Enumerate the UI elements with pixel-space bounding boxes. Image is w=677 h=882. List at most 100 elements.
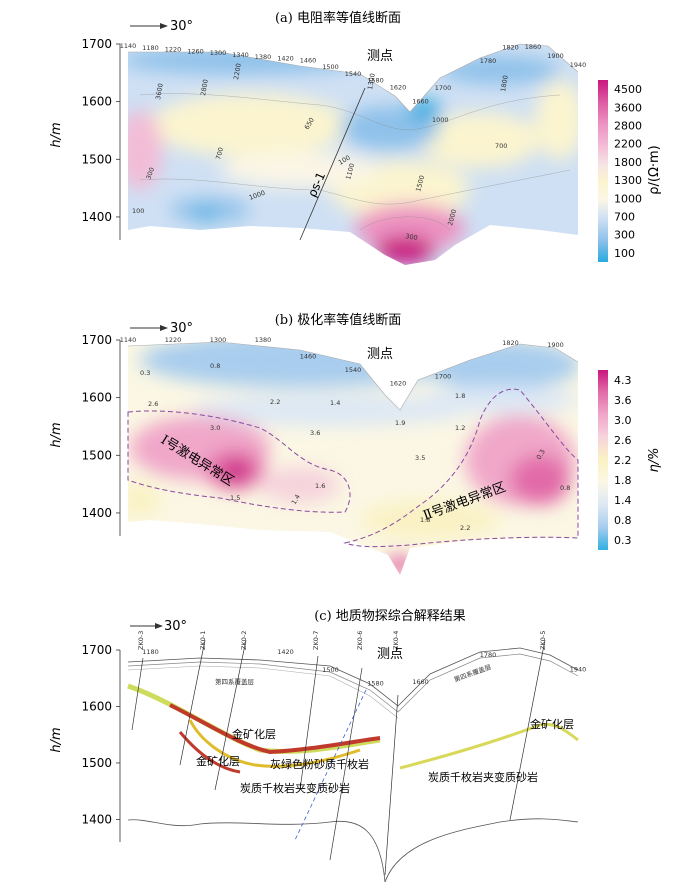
surface-line [127,647,579,707]
colorbar-tick-label: 1300 [614,174,642,187]
ore-layer-yellow-2 [188,719,361,768]
orientation-label: 30° [170,19,193,34]
colorbar-tick-label: 1.4 [614,494,632,507]
contour-label: 1.8 [420,516,430,524]
station-label: 测点 [367,49,393,64]
station-tick-label: 1540 [345,366,362,374]
station-tick-label: 1660 [412,98,429,106]
panel-c-title: (c) 地质物探综合解释结果 [314,609,466,624]
colorbar-labels: 4.3 3.6 3.0 2.6 2.2 1.8 1.4 0.8 0.3 [614,374,632,547]
y-tick-label: 1500 [81,448,112,462]
contour-label: 1300 [366,73,377,91]
station-tick-label: 1140 [120,336,137,344]
bottom-boundary [127,819,386,882]
colorbar-tick-label: 3.0 [614,414,632,427]
rock-label-3: 炭质千枚岩夹变质砂岩 [428,770,538,784]
colorbar-tick-label: 300 [614,229,635,242]
interpretation-panel: (c) 地质物探综合解释结果 30° ZK0-3 ZK0-1 ZK0-2 ZK0-7 Z… [0,600,677,882]
y-tick-label: 1700 [81,643,112,657]
rock-label-2: 炭质千枚岩夹变质砂岩 [240,781,350,795]
contour-label: 1.2 [455,424,465,432]
station-tick-label: 1660 [412,678,429,686]
colorbar-tick-label: 2.2 [614,454,632,467]
contour-label: 0.3 [140,369,150,377]
orientation-label: 30° [164,619,187,634]
station-tick-label: 1540 [345,70,362,78]
station-tick-label: 1180 [142,648,159,656]
station-tick-label: 1820 [502,44,519,52]
y-tick-label: 1600 [81,391,112,405]
y-tick-label: 1600 [81,699,112,713]
polarizability-panel: (b) 极化率等值线断面 30° Ⅰ号激电异常区 Ⅱ号激电异常区 测点 1140… [0,300,677,600]
north-arrow: 30° [130,321,193,336]
colorbar-tick-label: 2200 [614,138,642,151]
ore-label-2: 金矿化层 [196,754,240,768]
colorbar-tick-label: 1000 [614,192,642,205]
contour-label: 2.2 [270,398,280,406]
station-tick-label: 1220 [165,336,182,344]
colorbar-tick-label: 700 [614,211,635,224]
station-tick-label: 1940 [570,665,587,673]
drillhole-label: ZK0-1 [199,631,207,650]
contour-label: 2.6 [148,400,158,408]
station-labels: 1140 1220 1300 1380 1460 1540 1620 1700 1820 1900 [120,336,564,387]
station-tick-label: 1500 [322,666,339,674]
station-tick-label: 1420 [277,55,294,63]
drillholes [131,639,546,876]
station-tick-label: 1580 [367,680,384,688]
panel-b-title: (b) 极化率等值线断面 [275,312,402,328]
contour-label: 100 [132,207,144,215]
contour-label: 3600 [154,83,165,101]
contour-label: 3.0 [210,424,220,432]
ore-layer-red-2 [178,731,241,774]
rock-label-1: 灰绿色粉砂质千枚岩 [270,757,369,771]
drillhole-label: ZK0-7 [312,631,320,650]
cover-layer-right: 第四系覆盖层 [453,662,493,684]
drillhole-label: ZK0-5 [539,631,547,650]
y-tick-label: 1400 [81,812,112,826]
colorbar-tick-label: 4.3 [614,374,632,387]
anomaly-boundary-2 [343,388,579,548]
contour-label: 1.9 [395,419,405,427]
station-tick-label: 1620 [390,83,407,91]
contour-label: 0.8 [560,484,570,492]
contour-label: 2200 [232,63,243,81]
colorbar-tick-label: 1.8 [614,474,632,487]
contour-label: 1800 [499,75,510,93]
y-axis: 1700 1600 1500 1400 [81,37,121,240]
station-labels: 1140 1180 1220 1260 1300 1340 1380 1420 1460 1500… [120,42,587,106]
station-tick-label: 1420 [277,648,294,656]
station-tick-label: 1940 [570,61,587,69]
y-tick-label: 1500 [81,756,112,770]
contour-label: 700 [495,142,507,150]
y-tick-label: 1400 [81,210,112,224]
drillhole-label: ZK0-4 [392,631,400,650]
colorbar-tick-label: 1800 [614,156,642,169]
station-tick-label: 1900 [547,52,564,60]
colorbar-tick-label: 3600 [614,101,642,114]
station-tick-label: 1380 [255,336,272,344]
drillhole-label: ZK0-2 [240,631,248,650]
drillhole-label: ZK0-6 [356,631,364,650]
contour-label: 300 [405,232,419,242]
y-tick-label: 1400 [81,506,112,520]
y-axis: 1700 1600 1500 1400 [81,333,121,536]
contour-label: 2.2 [460,524,470,532]
contour-label: 1.5 [230,494,240,502]
ore-layer-right [399,722,579,770]
ore-label-1: 金矿化层 [232,727,276,741]
fault-line [299,87,366,241]
station-tick-label: 1340 [232,51,249,59]
station-tick-label: 1620 [390,379,407,387]
station-tick-label: 1780 [480,651,497,659]
resistivity-chart: (a) 电阻率等值线断面 30° [49,10,662,265]
station-tick-label: 1860 [525,43,542,51]
station-tick-label: 1180 [142,44,159,52]
y-tick-label: 1600 [81,95,112,109]
station-tick-label: 1820 [502,339,519,347]
colorbar-labels: 4500 3600 2800 2200 1800 1300 1000 700 300 100 [614,83,642,260]
cover-base-line [127,653,579,713]
orientation-label: 30° [170,321,193,336]
y-tick-label: 1700 [81,333,112,347]
drillhole-labels: ZK0-3 ZK0-1 ZK0-2 ZK0-7 ZK0-6 ZK0-4 ZK0-5 [137,631,547,650]
